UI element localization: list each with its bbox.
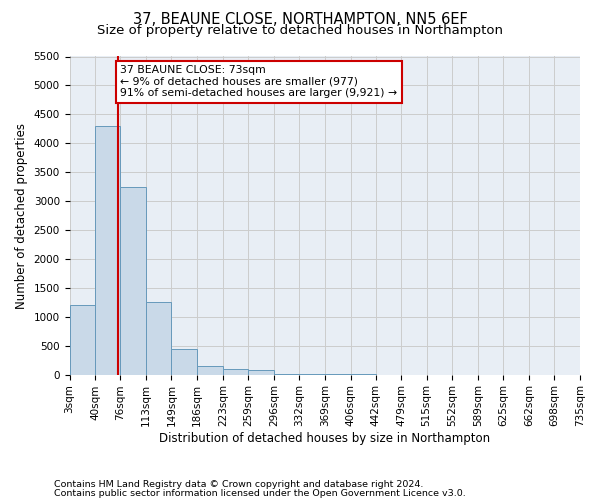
Text: Size of property relative to detached houses in Northampton: Size of property relative to detached ho… <box>97 24 503 37</box>
Bar <box>197 366 223 374</box>
Text: 37, BEAUNE CLOSE, NORTHAMPTON, NN5 6EF: 37, BEAUNE CLOSE, NORTHAMPTON, NN5 6EF <box>133 12 467 28</box>
Bar <box>95 126 121 374</box>
Bar <box>121 186 146 374</box>
Text: 37 BEAUNE CLOSE: 73sqm
← 9% of detached houses are smaller (977)
91% of semi-det: 37 BEAUNE CLOSE: 73sqm ← 9% of detached … <box>121 65 398 98</box>
X-axis label: Distribution of detached houses by size in Northampton: Distribution of detached houses by size … <box>159 432 490 445</box>
Bar <box>248 370 274 374</box>
Y-axis label: Number of detached properties: Number of detached properties <box>15 122 28 308</box>
Bar <box>223 369 248 374</box>
Bar <box>70 305 95 374</box>
Text: Contains public sector information licensed under the Open Government Licence v3: Contains public sector information licen… <box>54 490 466 498</box>
Bar <box>172 348 197 374</box>
Text: Contains HM Land Registry data © Crown copyright and database right 2024.: Contains HM Land Registry data © Crown c… <box>54 480 424 489</box>
Bar <box>146 302 172 374</box>
